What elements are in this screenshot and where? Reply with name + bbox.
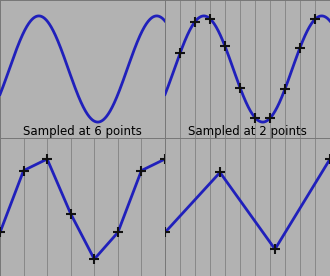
Text: Sampled at 2 points: Sampled at 2 points	[188, 125, 307, 138]
Text: Sampled at 6 points: Sampled at 6 points	[23, 125, 142, 138]
